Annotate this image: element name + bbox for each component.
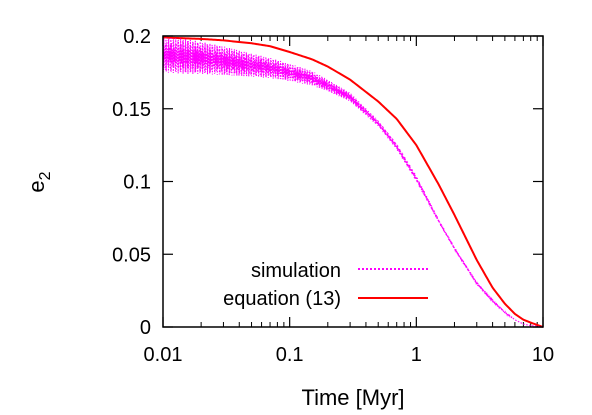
y-axis-label: e2 xyxy=(24,171,54,192)
x-axis-label: Time [Myr] xyxy=(301,385,404,410)
x-tick-label: 1 xyxy=(411,344,422,366)
series-line-simulation xyxy=(162,37,544,328)
y-axis-label-subscript: 2 xyxy=(37,171,54,180)
x-tick-label: 0.1 xyxy=(276,344,304,366)
y-axis-label-base: e xyxy=(24,180,49,192)
legend-label-equation: equation (13) xyxy=(223,288,341,310)
x-tick-label: 0.01 xyxy=(144,344,183,366)
ticks-layer xyxy=(162,35,544,328)
plot-frame xyxy=(162,35,544,328)
series-line-equation xyxy=(162,36,544,328)
y-tick-label: 0.05 xyxy=(112,244,151,266)
y-tick-label: 0.2 xyxy=(123,26,151,48)
tick-labels: 0.01 0.1 1 10 0 0.05 0.1 0.15 0.2 xyxy=(112,26,554,366)
legend-label-simulation: simulation xyxy=(251,260,341,282)
y-tick-label: 0 xyxy=(140,317,151,339)
legend: simulation equation (13) xyxy=(223,260,428,310)
x-tick-label: 10 xyxy=(532,344,554,366)
y-tick-label: 0.15 xyxy=(112,99,151,121)
y-tick-label: 0.1 xyxy=(123,172,151,194)
series-layer xyxy=(162,36,544,328)
